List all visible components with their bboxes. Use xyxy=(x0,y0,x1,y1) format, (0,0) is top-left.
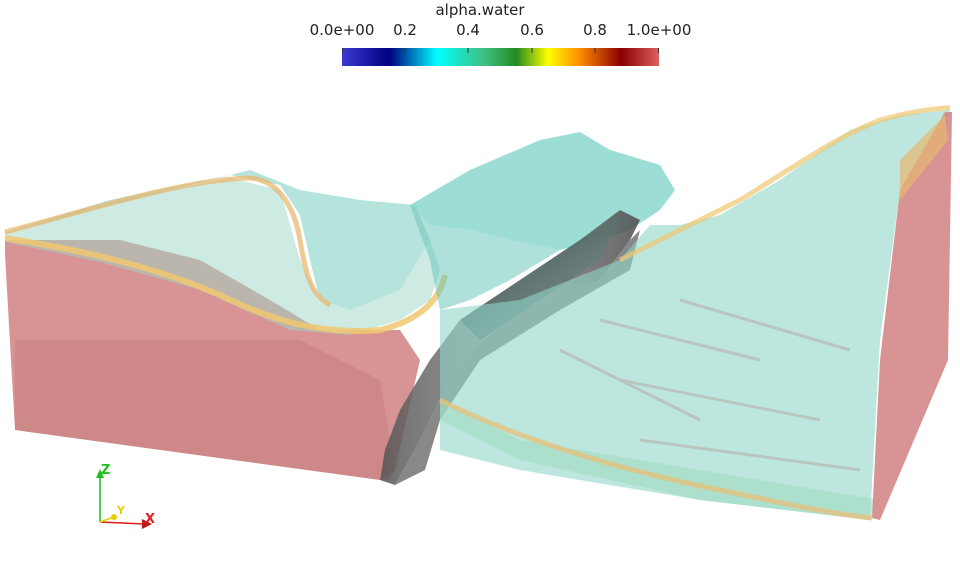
orientation-axes-widget xyxy=(96,469,152,529)
colorbar-tick-2: 0.4 xyxy=(456,21,480,39)
colorbar-title: alpha.water xyxy=(435,1,525,19)
x-axis-label: X xyxy=(145,512,156,527)
left-air-region xyxy=(4,170,448,335)
x-axis-arrow xyxy=(142,519,152,529)
z-axis-label: Z xyxy=(101,463,111,478)
z-axis-arrow xyxy=(96,469,104,478)
colorbar-tick-0: 0.0e+00 xyxy=(309,21,375,39)
y-axis-arrow xyxy=(111,514,117,520)
colorbar-tick-5: 1.0e+00 xyxy=(626,21,692,39)
colorbar-gradient xyxy=(342,48,659,66)
x-axis-line xyxy=(99,521,146,525)
right-water-block xyxy=(872,112,952,520)
left-water-block xyxy=(5,240,420,480)
y-axis-label: Y xyxy=(117,504,125,517)
colorbar-tick-4: 0.8 xyxy=(583,21,607,39)
colorbar-tick-1: 0.2 xyxy=(393,21,417,39)
colorbar-tick-3: 0.6 xyxy=(520,21,544,39)
right-air-region xyxy=(438,105,951,521)
